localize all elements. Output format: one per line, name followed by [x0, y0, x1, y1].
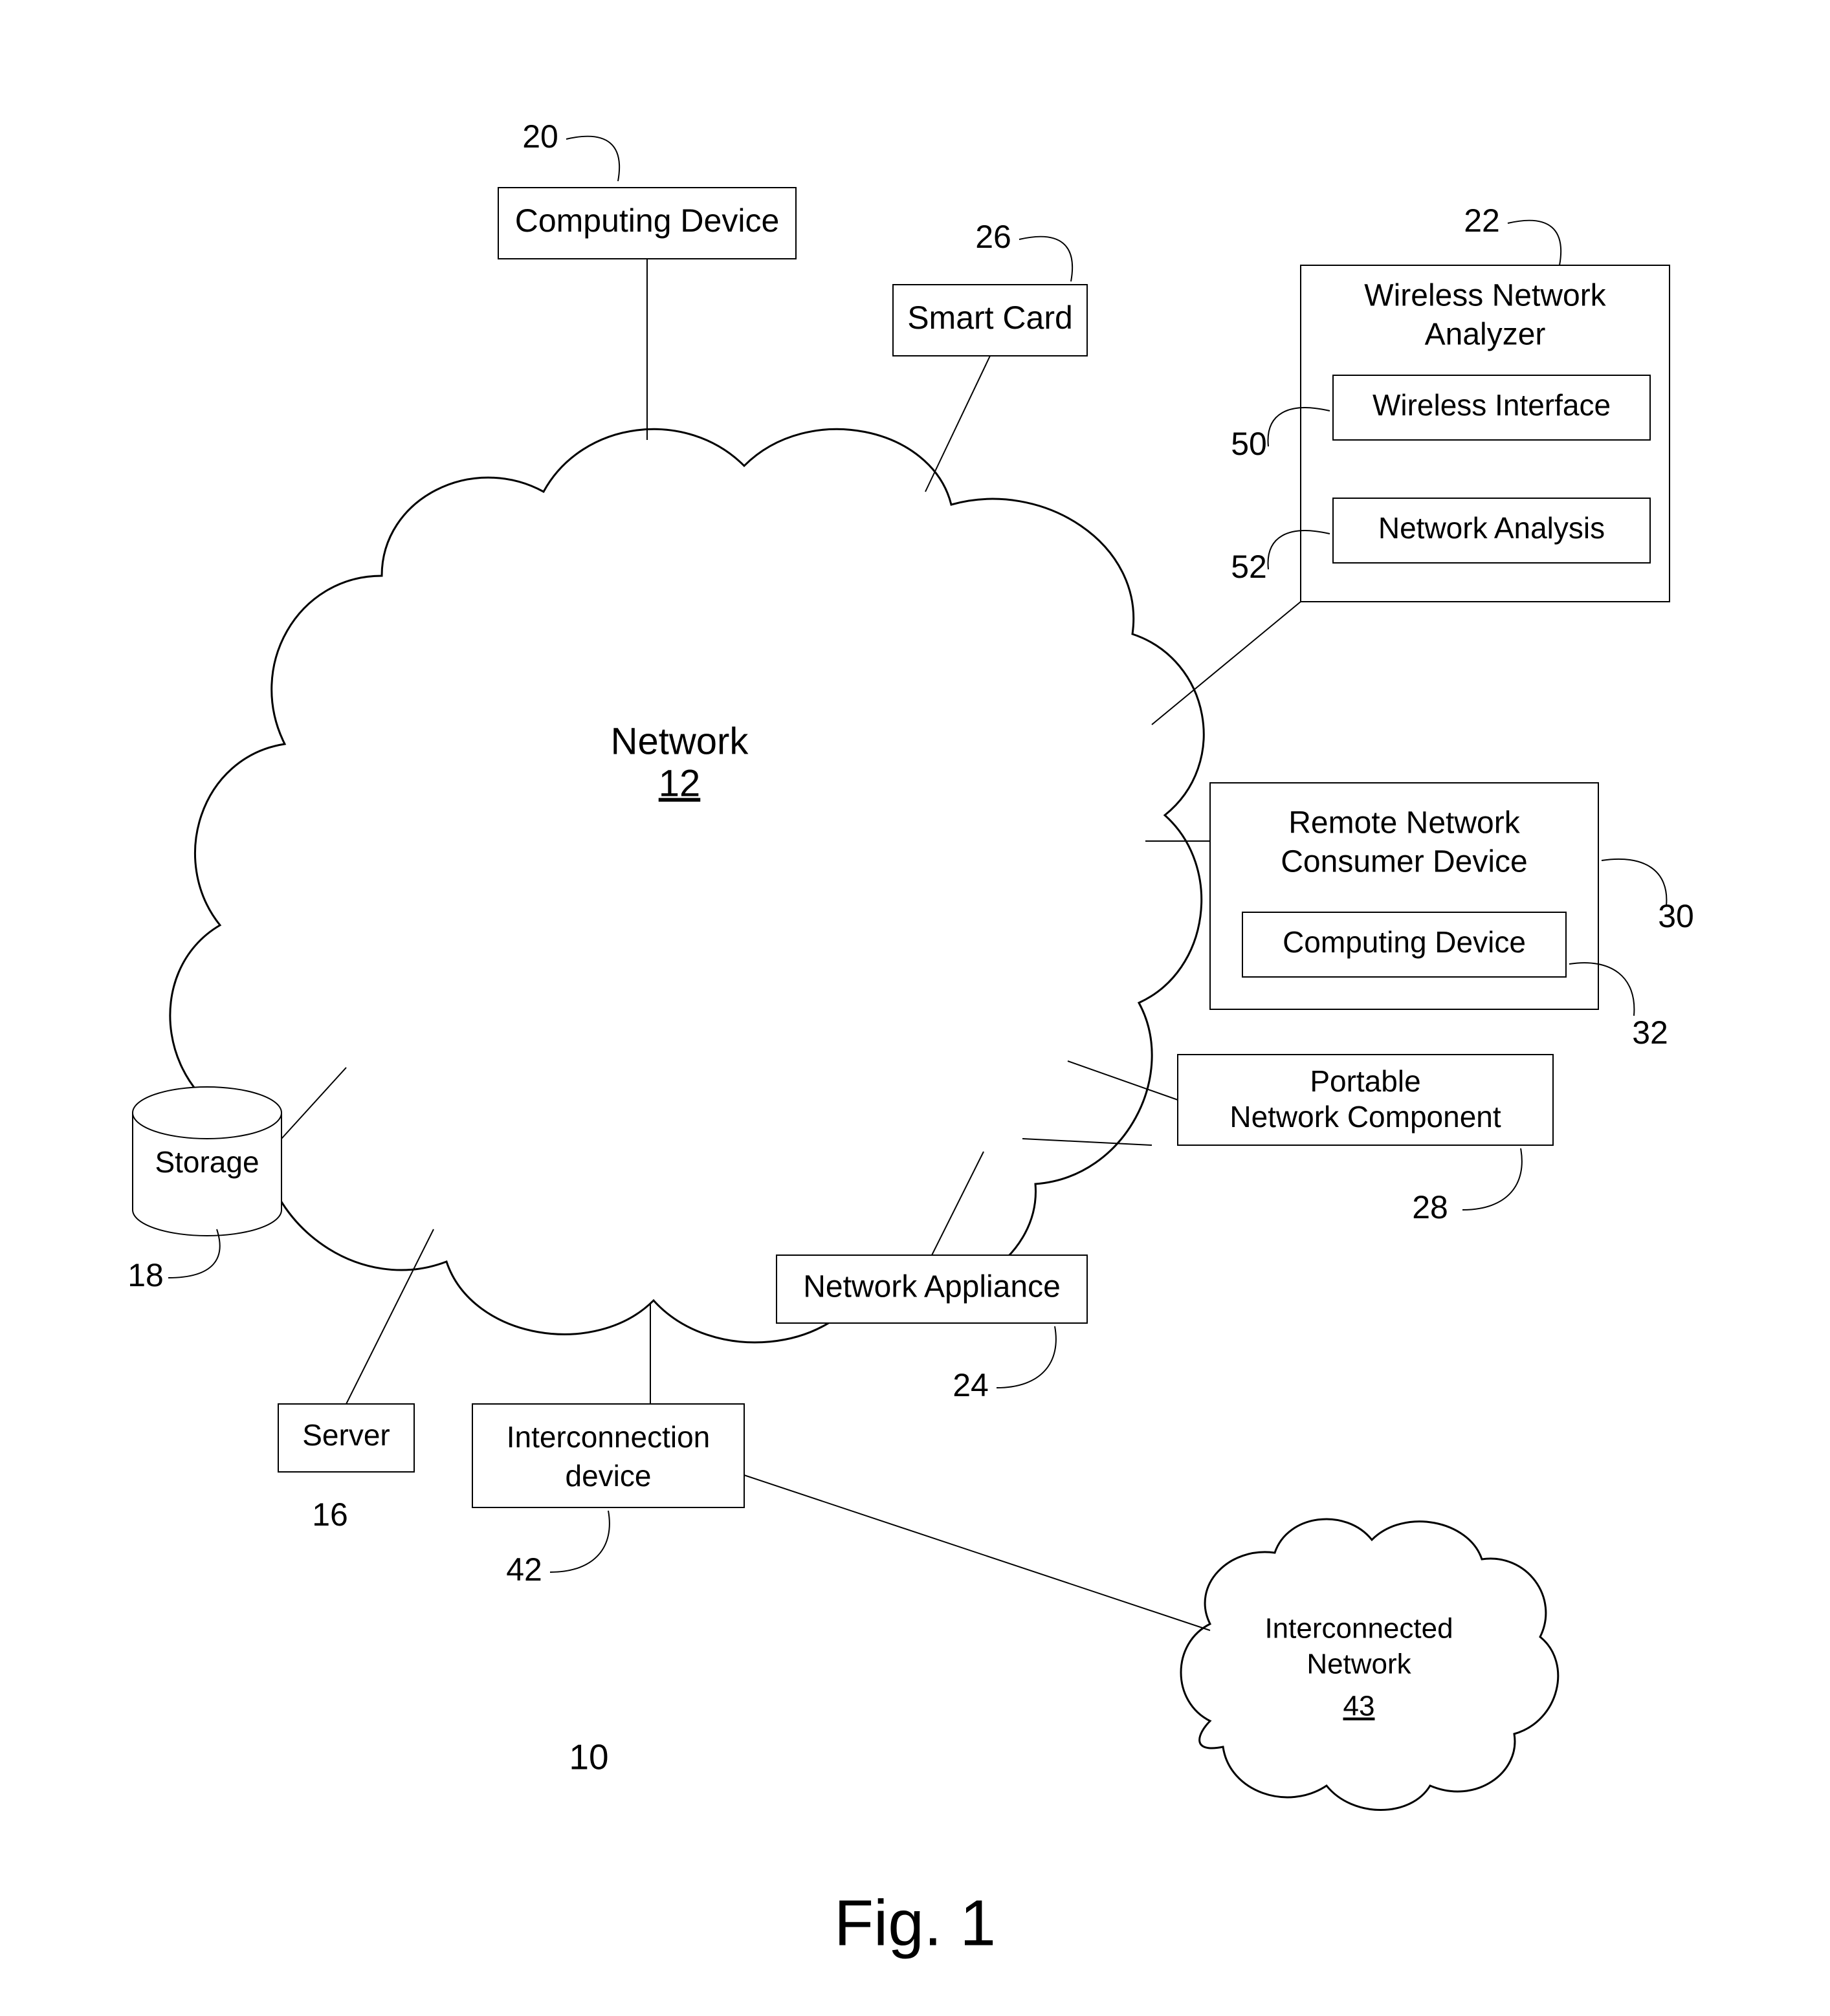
remote-consumer-ref: 30: [1658, 898, 1694, 934]
remote-computing-device-ref: 32: [1632, 1014, 1668, 1051]
interconnection-device-label-2: device: [566, 1459, 652, 1493]
network-analysis-label: Network Analysis: [1378, 511, 1605, 545]
smart-card-label: Smart Card: [907, 300, 1073, 336]
server-label: Server: [302, 1418, 390, 1452]
wireless-analyzer-ref: 22: [1464, 203, 1500, 239]
server-ref: 16: [312, 1496, 348, 1533]
network-diagram: Network 12 Interconnected Network 43 Com…: [0, 0, 1830, 2016]
network-analysis-ref: 52: [1231, 549, 1267, 585]
network-label: Network: [611, 720, 749, 762]
wireless-analyzer-box: Wireless Network Analyzer Wireless Inter…: [1152, 203, 1670, 725]
remote-consumer-box: Remote Network Consumer Device Computing…: [1145, 783, 1694, 1051]
portable-component-label-2: Network Component: [1229, 1100, 1501, 1134]
network-appliance-label: Network Appliance: [803, 1270, 1061, 1304]
interconnection-device-box: Interconnection device 42: [472, 1304, 1210, 1630]
storage-label: Storage: [155, 1145, 259, 1179]
remote-consumer-label-1: Remote Network: [1288, 806, 1520, 840]
wireless-interface-ref: 50: [1231, 426, 1267, 462]
interconnected-network-label-2: Network: [1306, 1649, 1411, 1680]
remote-computing-device-label: Computing Device: [1283, 925, 1526, 959]
portable-component-ref: 28: [1412, 1189, 1448, 1225]
interconnected-network-ref: 43: [1343, 1691, 1375, 1722]
remote-consumer-label-2: Consumer Device: [1281, 845, 1527, 879]
computing-device-label: Computing Device: [515, 203, 780, 239]
wireless-analyzer-label-2: Analyzer: [1425, 318, 1546, 352]
smart-card-box: Smart Card 26: [893, 219, 1087, 492]
wireless-analyzer-label-1: Wireless Network: [1364, 279, 1606, 313]
computing-device-box: Computing Device 20: [498, 118, 796, 440]
network-appliance-ref: 24: [953, 1367, 989, 1403]
computing-device-ref: 20: [522, 118, 558, 155]
network-ref: 12: [659, 762, 701, 804]
interconnection-device-ref: 42: [506, 1551, 542, 1588]
server-box: Server 16: [278, 1229, 434, 1533]
smart-card-ref: 26: [975, 219, 1011, 255]
interconnected-network-label-1: Interconnected: [1264, 1613, 1453, 1645]
figure-title: Fig. 1: [834, 1887, 996, 1959]
network-cloud: Network 12: [170, 429, 1204, 1342]
figure-main-ref: 10: [569, 1737, 608, 1777]
interconnected-network-cloud: Interconnected Network 43: [1181, 1519, 1558, 1810]
storage-ref: 18: [127, 1257, 164, 1293]
wireless-interface-label: Wireless Interface: [1372, 388, 1611, 422]
portable-component-label-1: Portable: [1310, 1064, 1420, 1098]
interconnection-device-label-1: Interconnection: [507, 1420, 711, 1454]
